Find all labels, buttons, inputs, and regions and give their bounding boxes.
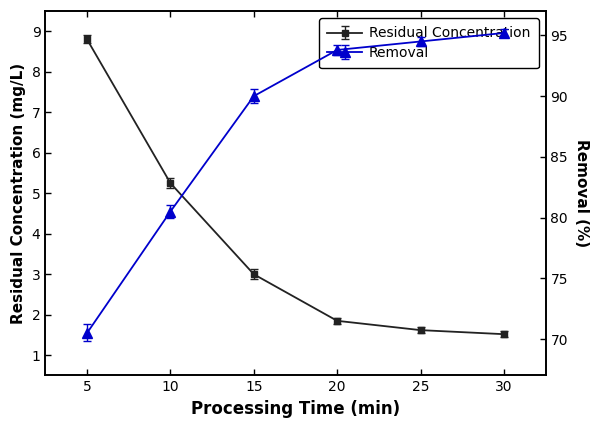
Legend: Residual Concentration, Removal: Residual Concentration, Removal [319, 18, 539, 68]
X-axis label: Processing Time (min): Processing Time (min) [191, 400, 400, 418]
Y-axis label: Residual Concentration (mg/L): Residual Concentration (mg/L) [11, 63, 26, 324]
Y-axis label: Removal (%): Removal (%) [574, 139, 589, 248]
